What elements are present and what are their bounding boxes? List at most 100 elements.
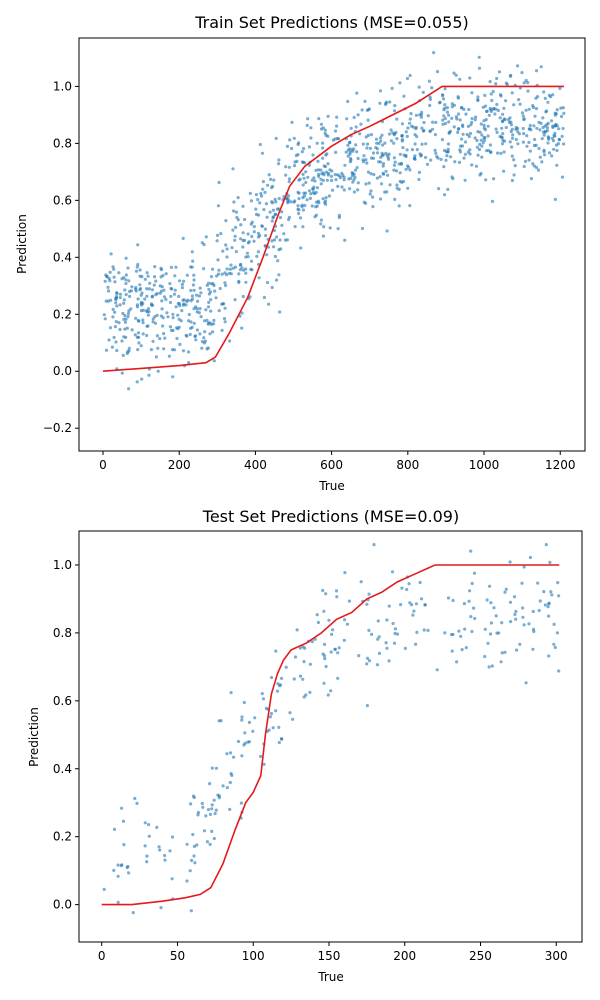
data-point (214, 296, 218, 300)
data-point (378, 136, 383, 140)
data-point (494, 614, 498, 618)
data-point (192, 321, 196, 325)
data-point (319, 122, 323, 126)
data-point (176, 313, 180, 317)
data-point (240, 326, 244, 330)
data-point (426, 114, 430, 118)
data-point (489, 601, 493, 605)
data-point (470, 581, 474, 586)
data-point (467, 134, 471, 139)
data-point (450, 649, 454, 653)
data-point (352, 190, 356, 194)
data-point (360, 226, 365, 231)
data-point (375, 151, 380, 155)
data-point (212, 836, 216, 841)
data-point (468, 131, 473, 136)
data-point (543, 124, 547, 128)
data-point (421, 90, 425, 94)
data-point (443, 103, 447, 107)
data-point (190, 294, 194, 298)
data-point (190, 265, 194, 269)
data-point (282, 232, 286, 236)
data-point (241, 238, 245, 243)
data-point (480, 144, 484, 148)
data-point (164, 272, 168, 276)
x-tick-label: 300 (545, 949, 568, 963)
data-point (277, 196, 281, 201)
data-point (545, 129, 550, 133)
data-point (143, 277, 147, 281)
data-point (129, 307, 133, 311)
data-point (300, 150, 304, 154)
data-point (207, 292, 211, 296)
data-point (277, 725, 281, 730)
data-point (118, 327, 122, 332)
data-point (323, 201, 327, 205)
data-point (145, 271, 149, 275)
data-point (246, 740, 250, 744)
data-point (104, 299, 108, 303)
data-point (146, 307, 150, 311)
data-point (345, 622, 349, 626)
data-point (106, 289, 111, 293)
data-point (230, 246, 234, 250)
data-point (559, 106, 563, 110)
data-point (447, 120, 451, 124)
data-point (553, 197, 558, 201)
data-point (504, 125, 508, 130)
data-point (378, 89, 383, 93)
data-point (149, 348, 153, 352)
data-point (220, 272, 224, 276)
data-point (389, 139, 393, 143)
data-point (539, 121, 543, 125)
data-point (521, 615, 525, 619)
data-point (303, 161, 307, 165)
data-point (206, 808, 210, 812)
data-point (149, 302, 154, 306)
data-point (241, 294, 245, 299)
data-point (304, 180, 308, 185)
data-point (322, 225, 326, 229)
data-point (218, 286, 222, 291)
data-point (169, 328, 173, 332)
chart-test: Test Set Predictions (MSE=0.09) 0 50 100 15… (27, 507, 583, 984)
data-point (406, 165, 411, 169)
data-point (384, 169, 388, 173)
data-point (411, 125, 415, 129)
data-point (211, 267, 215, 271)
data-point (214, 766, 218, 770)
data-point (555, 631, 560, 635)
data-point (414, 127, 418, 131)
data-point (139, 309, 143, 313)
data-point (552, 622, 556, 627)
data-point (121, 819, 126, 823)
data-point (553, 645, 557, 650)
data-point (461, 123, 465, 127)
data-point (192, 795, 196, 800)
data-point (306, 117, 310, 121)
data-point (246, 232, 250, 236)
data-point (145, 860, 149, 864)
data-point (113, 280, 117, 284)
data-point (460, 648, 464, 652)
data-point (514, 137, 518, 142)
data-point (334, 589, 339, 593)
data-point (326, 693, 330, 697)
data-point (239, 237, 243, 241)
data-point (473, 616, 477, 621)
data-point (322, 681, 326, 685)
data-point (103, 279, 107, 283)
data-point (106, 285, 110, 289)
data-point (301, 172, 305, 176)
data-point (380, 151, 384, 155)
data-point (231, 266, 235, 270)
data-point (512, 173, 516, 177)
data-point (337, 646, 341, 650)
data-point (502, 169, 506, 173)
data-point (193, 861, 197, 865)
data-point (335, 124, 339, 128)
x-tick-label: 1000 (469, 458, 500, 472)
data-point (405, 148, 409, 152)
data-point (168, 849, 172, 853)
data-point (289, 200, 293, 204)
